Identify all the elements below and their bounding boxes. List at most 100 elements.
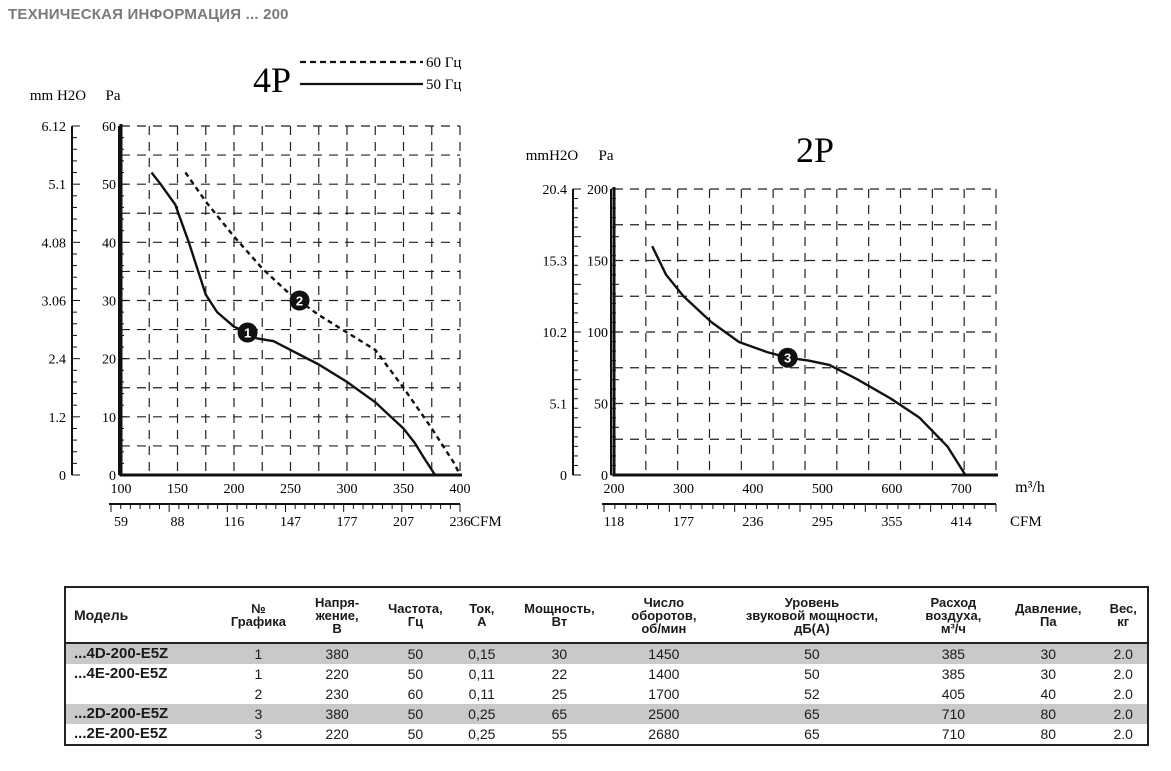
page-title: ТЕХНИЧЕСКАЯ ИНФОРМАЦИЯ ... 200 — [8, 6, 289, 23]
cell-pressure: 30 — [1040, 666, 1057, 682]
header-line: Гц — [407, 614, 424, 629]
series-marker-label: 2 — [296, 294, 303, 309]
x-tick-label: 250 — [280, 482, 301, 497]
header-line: Уровень — [784, 594, 840, 610]
y-alt-axis-label: mm H2O — [30, 88, 86, 104]
cell-rpm: 2680 — [648, 726, 680, 742]
cell-current: 0,25 — [468, 726, 496, 742]
grid — [614, 188, 997, 475]
cell-airflow: 385 — [941, 666, 966, 682]
cell-model: ...4E-200-E5Z — [74, 665, 168, 682]
series-marker — [289, 290, 310, 311]
series-marker-label: 3 — [784, 351, 791, 366]
x-alt-tick-label: 177 — [337, 515, 358, 530]
x-alt-tick-label: 88 — [171, 515, 185, 530]
y-tick-label: 200 — [587, 183, 608, 198]
cell-power: 65 — [505, 704, 614, 724]
header-line: дБ(А) — [794, 620, 830, 636]
cell-rpm: 2500 — [613, 704, 715, 724]
header-line: В — [332, 620, 342, 636]
cell-voltage: 380 — [301, 643, 373, 664]
series-line — [651, 245, 967, 476]
cell-current: 0,11 — [468, 666, 495, 682]
header-line: Давление, — [1015, 601, 1082, 616]
cell-current: 0,25 — [458, 704, 506, 724]
cell-power: 25 — [551, 686, 568, 702]
header-line: кг — [1117, 614, 1130, 629]
cell-voltage: 230 — [325, 686, 349, 702]
series-line — [184, 171, 462, 476]
cell-model: ...2E-200-E5Z — [74, 725, 168, 742]
y-axis-label: Pa — [106, 88, 121, 104]
y-tick-label: 60 — [102, 120, 116, 135]
cell-pressure: 80 — [1040, 726, 1057, 742]
y-alt-tick-label: 20.4 — [543, 183, 568, 198]
spec-table: Модель № Графика Напря-жение, В Частота, Гц Ток… — [64, 586, 1149, 746]
header-cell: Ток, А — [458, 587, 506, 644]
x-tick-label: 200 — [224, 482, 245, 497]
x-alt-tick-label: 177 — [673, 515, 694, 530]
x-alt-tick-label: 147 — [280, 515, 301, 530]
spec-table-body: ...4D-200-E5Z 1 380 50 0,15 30 1450 50 385 30 2.0.… — [65, 643, 1148, 745]
legend-label: 50 Гц — [426, 77, 461, 93]
y-tick-label: 40 — [102, 236, 116, 251]
y-alt-tick-label: 10.2 — [543, 326, 568, 341]
cell-noise: 50 — [714, 643, 910, 664]
chart-title: 4P — [253, 60, 291, 100]
header-line: Частота, — [388, 601, 443, 616]
chart-4p: 0 10 20 30 40 50 60 0 1.2 2.4 3.06 4.08 5.1 6.12 mm H2… — [30, 55, 502, 530]
cell-weight: 2.0 — [1113, 686, 1133, 702]
table-row: ...2E-200-E5Z 3 220 50 0,25 55 2680 65 710 80 2.0 — [65, 724, 1148, 745]
header-line: Вес, — [1109, 601, 1137, 616]
x-tick-label: 200 — [604, 482, 625, 497]
x-tick-label: 400 — [450, 482, 471, 497]
y-axis-label: Pa — [599, 148, 614, 164]
x-alt-tick-label: 236 — [450, 515, 471, 530]
cell-weight: 2.0 — [1113, 726, 1133, 742]
cell-model: ...2D-200-E5Z — [65, 704, 216, 724]
cell-current: 0,15 — [458, 643, 506, 664]
cell-rpm: 1700 — [648, 686, 680, 702]
y-alt-tick-label: 5.1 — [550, 398, 568, 413]
header-cell: Расход воздуха, м³/ч — [909, 587, 998, 644]
cell-airflow: 710 — [909, 704, 998, 724]
spec-table-header-row: Модель № Графика Напря-жение, В Частота, Гц Ток… — [65, 587, 1148, 644]
header-line: об/мин — [641, 620, 687, 636]
y-alt-tick-label: 0 — [59, 469, 66, 484]
y-tick-label: 150 — [587, 255, 608, 270]
x-alt-axis-label: CFM — [1010, 514, 1042, 530]
x-tick-label: 700 — [951, 482, 972, 497]
y-alt-tick-label: 3.06 — [42, 295, 67, 310]
series-marker — [777, 347, 798, 368]
header-line: м³/ч — [940, 620, 966, 636]
cell-freq: 50 — [372, 704, 459, 724]
table-row: ...2D-200-E5Z 3 380 50 0,25 65 2500 65 710 80 2.0 — [65, 704, 1148, 724]
cell-graph: 3 — [215, 704, 302, 724]
header-line: А — [477, 614, 487, 629]
x-alt-tick-label: 414 — [951, 515, 972, 530]
cell-voltage: 220 — [325, 666, 349, 682]
header-line: Число — [643, 594, 685, 610]
cell-voltage: 220 — [325, 726, 349, 742]
header-line: Модель — [74, 606, 129, 623]
x-alt-tick-label: 295 — [812, 515, 833, 530]
header-line: воздуха, — [925, 607, 982, 623]
header-cell: Вес, кг — [1099, 587, 1148, 644]
header-cell: Уровень звуковой мощности, дБ(А) — [714, 587, 910, 644]
y-alt-tick-label: 0 — [560, 469, 567, 484]
cell-model: ...4D-200-E5Z — [65, 643, 216, 664]
x-alt-axis-label: CFM — [470, 514, 502, 530]
header-line: Ток, — [469, 601, 495, 616]
legend-label: 60 Гц — [426, 55, 461, 71]
y-tick-label: 0 — [109, 469, 116, 484]
header-line: звуковой мощности, — [745, 607, 878, 623]
x-tick-label: 500 — [812, 482, 833, 497]
cell-graph: 1 — [215, 643, 302, 664]
x-axis-label: m³/h — [1015, 479, 1045, 496]
cell-power: 55 — [551, 726, 568, 742]
y-tick-label: 20 — [102, 353, 116, 368]
cell-airflow: 385 — [909, 643, 998, 664]
y-tick-label: 0 — [601, 469, 608, 484]
header-line: № — [251, 601, 266, 616]
cell-power: 30 — [505, 643, 614, 664]
